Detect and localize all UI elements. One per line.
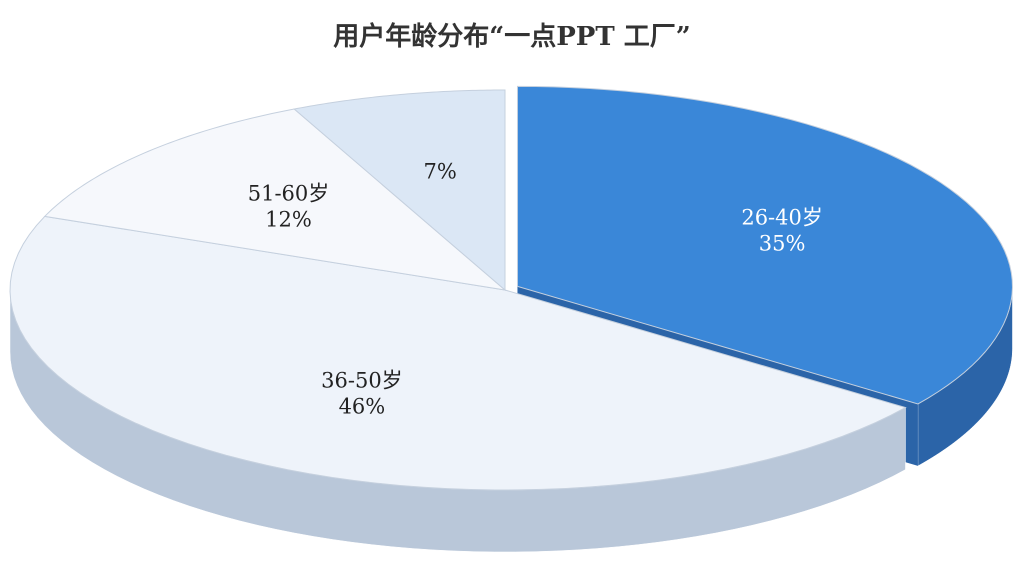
chart-title: 用户年龄分布“一点PPT 工厂”	[333, 21, 690, 52]
category-label: 51-60岁	[248, 181, 330, 205]
data-label: 12%	[265, 207, 312, 231]
slice	[293, 89, 506, 292]
data-label: 7%	[424, 159, 457, 183]
data-label: 35%	[759, 231, 806, 255]
category-label: 26-40岁	[741, 205, 823, 229]
slice	[9, 215, 907, 491]
slice	[516, 85, 1013, 405]
data-label: 46%	[339, 395, 386, 419]
slice	[43, 108, 507, 291]
category-label: 36-50岁	[321, 369, 403, 393]
